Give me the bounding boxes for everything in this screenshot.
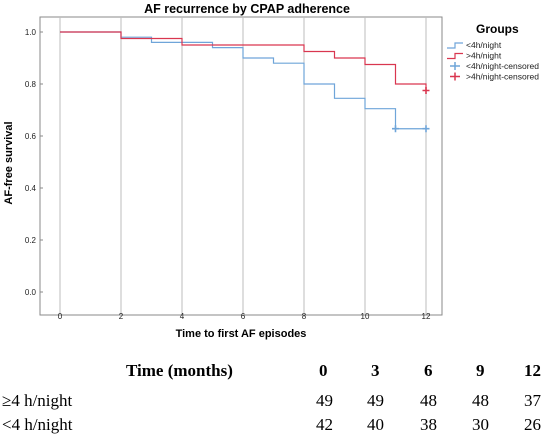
risk-table-time: 6 <box>424 361 433 380</box>
censor-mark <box>392 125 399 133</box>
legend-label: <4h/night <box>466 40 502 50</box>
y-tick-label: 1.0 <box>25 28 37 37</box>
risk-table-row-low-adherence: <4 h/night 42 40 38 30 26 <box>0 412 550 438</box>
legend-label: >4h/night-censored <box>466 72 539 82</box>
legend-line-swatch <box>447 52 463 60</box>
x-tick-label: 12 <box>422 312 431 321</box>
x-tick-label: 2 <box>119 312 124 321</box>
y-tick-label: 0.0 <box>25 288 37 297</box>
x-tick-label: 4 <box>180 312 185 321</box>
legend-label: <4h/night-censored <box>466 61 539 71</box>
risk-count: 38 <box>420 415 437 434</box>
censor-mark <box>422 125 430 133</box>
y-tick-label: 0.4 <box>25 184 37 193</box>
risk-count: 49 <box>367 391 384 410</box>
legend-label: >4h/night <box>466 51 502 61</box>
axis-ticks: 0 2 4 6 8 10 12 0.0 0.2 0.4 0.6 0.8 1.0 <box>25 28 431 321</box>
series-layer <box>60 31 430 133</box>
risk-table-header-row: Time (months) 0 3 6 9 12 <box>0 358 550 384</box>
x-tick-label: 10 <box>361 312 370 321</box>
legend-censor-swatch <box>450 72 460 81</box>
legend-title: Groups <box>476 22 519 36</box>
risk-row-label: <4 h/night <box>2 415 73 434</box>
survival-curve-high-adherence <box>60 31 427 91</box>
legend-entries: <4h/night>4h/night<4h/night-censored>4h/… <box>447 40 539 82</box>
y-tick-label: 0.2 <box>25 236 37 245</box>
x-tick-label: 8 <box>302 312 307 321</box>
chart-title: AF recurrence by CPAP adherence <box>144 2 350 16</box>
risk-table-row-high-adherence: ≥4 h/night 49 49 48 48 37 <box>0 388 550 414</box>
risk-row-label: ≥4 h/night <box>2 391 73 410</box>
plot-frame <box>39 16 443 316</box>
risk-count: 30 <box>472 415 489 434</box>
risk-count: 49 <box>316 391 333 410</box>
legend: Groups <4h/night>4h/night<4h/night-censo… <box>447 22 539 82</box>
legend-line-swatch <box>447 42 463 49</box>
risk-count: 40 <box>367 415 384 434</box>
risk-count: 26 <box>524 415 541 434</box>
x-axis-label: Time to first AF episodes <box>176 328 307 340</box>
risk-table-header-label: Time (months) <box>126 361 233 380</box>
legend-censor-swatch <box>450 62 460 70</box>
risk-table-time: 9 <box>476 361 485 380</box>
risk-table-time: 12 <box>524 361 541 380</box>
risk-count: 42 <box>316 415 333 434</box>
risk-table-time: 0 <box>319 361 328 380</box>
x-tick-label: 6 <box>241 312 246 321</box>
risk-count: 48 <box>420 391 437 410</box>
y-tick-label: 0.8 <box>25 80 37 89</box>
risk-table-time: 3 <box>371 361 380 380</box>
y-tick-label: 0.6 <box>25 132 37 141</box>
survival-chart: AF recurrence by CPAP adherence 0 2 4 6 8 10 1… <box>3 2 539 340</box>
y-axis-label: AF-free survival <box>3 121 15 204</box>
risk-count: 48 <box>472 391 489 410</box>
censor-mark <box>422 87 430 94</box>
x-tick-label: 0 <box>58 312 63 321</box>
risk-count: 37 <box>524 391 541 410</box>
